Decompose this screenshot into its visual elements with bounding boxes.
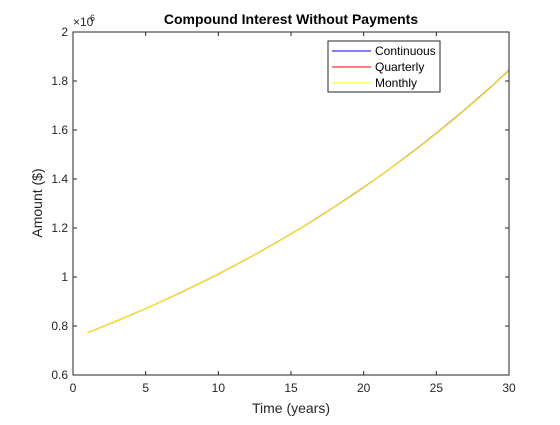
x-tick-label: 10 [212, 381, 226, 395]
x-tick-label: 5 [142, 381, 149, 395]
x-ticks: 0 5 10 15 20 25 30 [70, 32, 516, 395]
y-tick-label: 0.6 [51, 368, 68, 382]
series-line-monthly [87, 70, 510, 334]
x-tick-label: 15 [284, 381, 298, 395]
y-tick-label: 1.4 [51, 172, 68, 186]
y-tick-label: 1.2 [51, 221, 68, 235]
y-tick-label: 0.8 [51, 319, 68, 333]
y-axis-label: Amount ($) [29, 168, 45, 237]
x-tick-label: 30 [502, 381, 516, 395]
x-axis-label: Time (years) [252, 400, 330, 416]
legend-label-monthly: Monthly [375, 76, 417, 90]
y-tick-label: 2 [61, 25, 68, 39]
series-layer [87, 69, 510, 334]
y-tick-label: 1.6 [51, 123, 68, 137]
legend-label-quarterly: Quarterly [375, 60, 424, 74]
legend-label-continuous: Continuous [375, 44, 436, 58]
y-exponent-power: 6 [90, 13, 95, 23]
y-tick-label: 1.8 [51, 74, 68, 88]
y-exponent-base: ×10 [73, 15, 94, 29]
x-tick-label: 0 [70, 381, 77, 395]
plot-area [73, 32, 509, 375]
legend: Continuous Quarterly Monthly [327, 40, 441, 93]
y-tick-label: 1 [61, 270, 68, 284]
y-ticks: 0.6 0.8 1 1.2 1.4 1.6 1.8 2 [51, 25, 509, 382]
x-tick-label: 25 [430, 381, 444, 395]
y-exponent: ×10 6 [73, 13, 95, 29]
x-tick-label: 20 [357, 381, 371, 395]
chart-title: Compound Interest Without Payments [164, 11, 418, 27]
